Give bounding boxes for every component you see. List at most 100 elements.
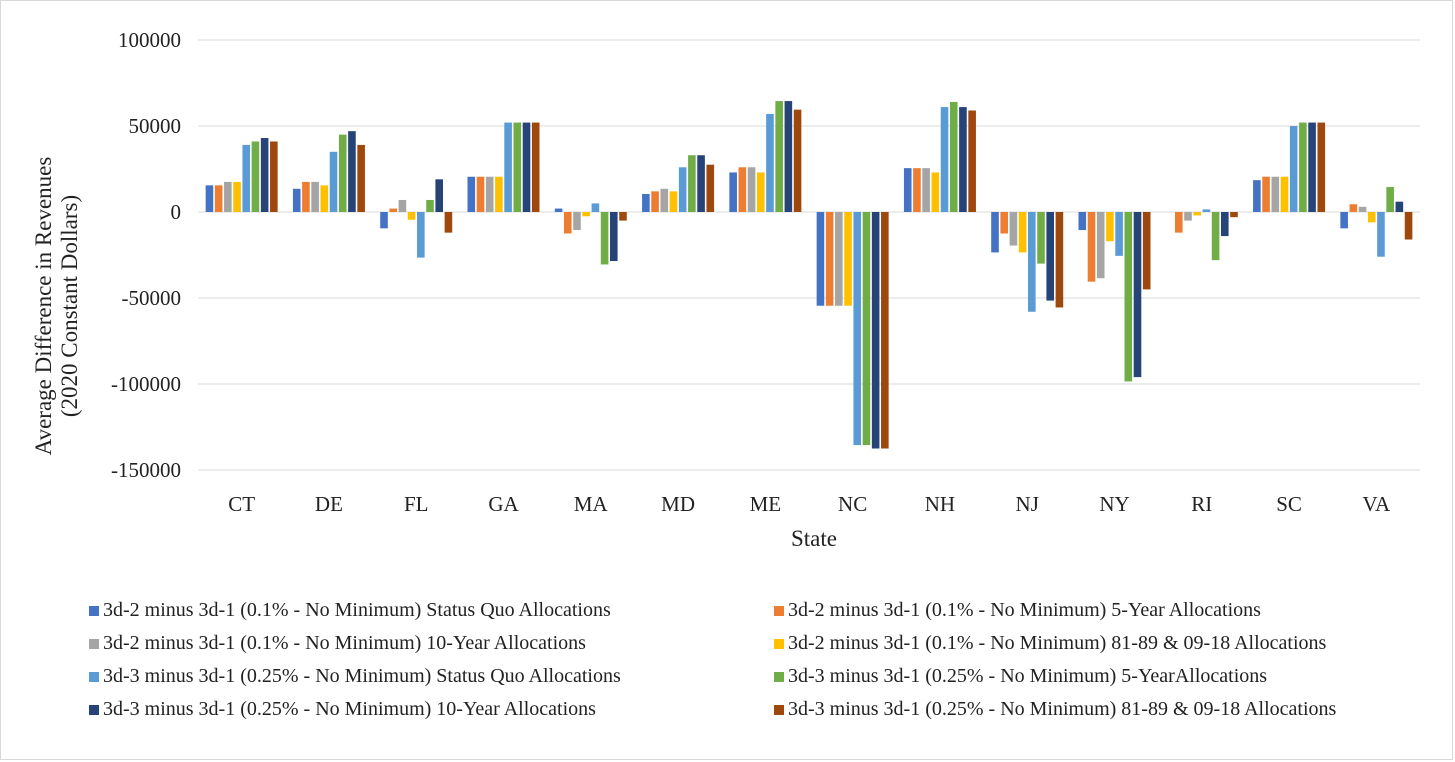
bar [844,212,852,306]
bar [522,122,531,212]
bar [871,212,880,449]
bar [756,172,765,212]
x-tick-label: MA [574,492,609,516]
bar [881,212,889,449]
y-tick-label: 100000 [118,28,181,52]
bar [1299,122,1307,212]
bar [1009,212,1018,246]
legend-swatch [774,638,784,649]
bar [348,131,356,212]
bar [417,212,425,258]
bar [1174,212,1183,233]
bar [233,181,241,212]
bar [651,191,659,212]
bar [513,122,522,212]
y-tick-label: 0 [171,200,182,224]
bar [949,101,958,212]
bar [688,155,696,212]
bar [931,172,940,212]
legend-item: 3d-3 minus 3d-1 (0.25% - No Minimum) 10-… [89,698,596,721]
y-axis-title-line-1: Average Difference in Revenues [31,157,56,456]
bar [407,212,416,220]
y-tick-label: 50000 [129,114,182,138]
bar [862,212,871,446]
bar [1289,126,1298,212]
bar [1018,212,1027,253]
bar [913,168,921,212]
x-tick-label: DE [315,492,343,516]
legend-swatch [89,638,99,649]
legend-label: 3d-3 minus 3d-1 (0.25% - No Minimum) 81-… [788,698,1337,720]
bar [1358,206,1367,212]
bar [302,181,310,212]
bar [485,176,494,212]
y-axis-title-line-2: (2020 Constant Dollars) [57,195,82,417]
bar [660,188,669,212]
gridlines [198,39,1420,471]
legend-item: 3d-2 minus 3d-1 (0.1% - No Minimum) Stat… [89,599,611,622]
bar [619,212,627,221]
x-tick-label: NC [838,492,867,516]
bar [835,212,843,306]
legend-swatch [774,704,784,715]
legend-item: 3d-3 minus 3d-1 (0.25% - No Minimum) 5-Y… [774,665,1267,688]
bar [329,151,338,212]
bar [292,188,301,212]
bar [968,110,976,212]
bar [1367,212,1376,223]
x-tick-label: MD [661,492,695,516]
bar [825,212,834,306]
bar [467,176,476,212]
legend-item: 3d-2 minus 3d-1 (0.1% - No Minimum) 5-Ye… [774,599,1261,622]
bar [563,212,572,234]
x-tick-label: NH [925,492,955,516]
bar [1124,212,1133,382]
legend-item: 3d-3 minus 3d-1 (0.25% - No Minimum) Sta… [89,665,621,688]
bar [1184,212,1192,221]
bar [531,122,540,212]
bar [793,109,802,212]
bar [922,168,930,212]
bar [1133,212,1142,378]
bar [1404,212,1413,240]
bar [775,101,783,212]
bar [816,212,825,306]
bar [357,144,365,212]
bar [573,212,581,231]
bar [1220,212,1229,237]
legend-swatch [774,605,784,616]
y-tick-label: -150000 [111,458,181,482]
bar [959,107,967,212]
bar [1317,122,1326,212]
bar [389,208,398,212]
bar [940,107,949,212]
x-axis-title: State [791,526,837,551]
legend-swatch [89,605,99,616]
bar [747,167,756,212]
bars [205,101,1413,449]
bar [1280,176,1289,212]
bar [495,176,503,212]
bar [1395,201,1404,212]
y-tick-label: -50000 [122,286,182,310]
bar [444,212,453,233]
x-tick-label: RI [1191,492,1212,516]
legend-item: 3d-3 minus 3d-1 (0.25% - No Minimum) 81-… [774,698,1336,721]
bar [214,185,223,212]
bar [903,168,912,212]
bar [582,212,590,217]
legend-item: 3d-2 minus 3d-1 (0.1% - No Minimum) 10-Y… [89,632,586,655]
bar [380,212,388,229]
bar [1000,212,1009,234]
x-tick-label: GA [488,492,519,516]
legend-label: 3d-3 minus 3d-1 (0.25% - No Minimum) 10-… [103,698,596,720]
x-tick-label: NY [1099,492,1129,516]
bar [1271,176,1280,212]
bar [1377,212,1385,257]
legend-label: 3d-2 minus 3d-1 (0.1% - No Minimum) 10-Y… [103,632,586,654]
bar [1349,204,1358,212]
bar [398,199,407,212]
bar [224,181,232,212]
x-tick-label: ME [750,492,782,516]
